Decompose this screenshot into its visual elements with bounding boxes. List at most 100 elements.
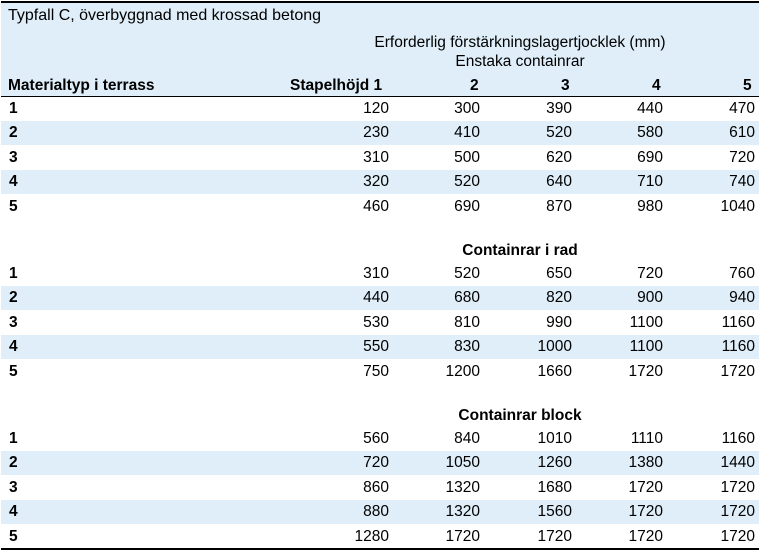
table-cell: 1720 bbox=[720, 503, 755, 521]
table-cell: 1720 bbox=[537, 527, 572, 545]
table-cell: 120 bbox=[363, 100, 389, 117]
row-material-type: 2 bbox=[9, 124, 18, 142]
section-label-block: Containrar block bbox=[458, 407, 582, 424]
table-caption: Erforderlig förstärkningslagertjocklek (… bbox=[374, 34, 666, 51]
table-row: 1 560 840 1010 1110 1160 bbox=[1, 427, 759, 451]
column-header-stack-2: 2 bbox=[470, 77, 479, 94]
table-cell: 1320 bbox=[445, 503, 480, 521]
table-cell: 550 bbox=[363, 338, 389, 356]
table-cell: 820 bbox=[546, 289, 572, 307]
row-material-type: 1 bbox=[9, 430, 18, 447]
table-cell: 500 bbox=[454, 148, 480, 166]
table-cell: 840 bbox=[454, 430, 480, 447]
table-cell: 1160 bbox=[721, 338, 755, 356]
table-row: 5 750 1200 1660 1720 1720 bbox=[1, 360, 759, 384]
table-cell: 640 bbox=[546, 173, 572, 191]
table-cell: 710 bbox=[637, 173, 663, 191]
table-cell: 1720 bbox=[628, 478, 663, 496]
table-cell: 470 bbox=[729, 100, 755, 117]
table-cell: 460 bbox=[363, 197, 389, 215]
table-row: 4 550 830 1000 1100 1160 bbox=[1, 335, 759, 360]
table-cell: 1200 bbox=[445, 362, 480, 380]
bottom-rule bbox=[1, 548, 759, 550]
table-row: 4 880 1320 1560 1720 1720 bbox=[1, 500, 759, 525]
table-cell: 760 bbox=[729, 265, 755, 282]
row-material-type: 3 bbox=[9, 478, 18, 496]
table-cell: 560 bbox=[363, 430, 389, 447]
table-cell: 440 bbox=[637, 100, 663, 117]
table-cell: 750 bbox=[363, 362, 389, 380]
table-cell: 1720 bbox=[720, 527, 755, 545]
table-title: Typfall C, överbyggnad med krossad beton… bbox=[8, 7, 322, 24]
table-row: 1 310 520 650 720 760 bbox=[1, 262, 759, 286]
row-material-type: 3 bbox=[9, 313, 18, 331]
row-material-type: 1 bbox=[9, 100, 18, 117]
table-cell: 830 bbox=[454, 338, 480, 356]
table-cell: 230 bbox=[363, 124, 389, 142]
table-cell: 1160 bbox=[721, 430, 755, 447]
table-cell: 880 bbox=[363, 503, 389, 521]
section-label-rad: Containrar i rad bbox=[462, 242, 578, 259]
table-cell: 1380 bbox=[628, 454, 663, 472]
row-material-type: 2 bbox=[9, 454, 18, 472]
table-row: 3 310 500 620 690 720 bbox=[1, 146, 759, 170]
table-cell: 1720 bbox=[720, 362, 755, 380]
table-cell: 530 bbox=[363, 313, 389, 331]
table-row: 5 1280 1720 1720 1720 1720 bbox=[1, 525, 759, 549]
row-material-type: 3 bbox=[9, 148, 18, 166]
table-cell: 720 bbox=[363, 454, 389, 472]
table-cell: 740 bbox=[729, 173, 755, 191]
table-cell: 1680 bbox=[537, 478, 572, 496]
section-caption-enstaka: Enstaka containrar bbox=[455, 53, 585, 70]
table-cell: 690 bbox=[637, 148, 663, 166]
table-cell: 1010 bbox=[537, 430, 572, 447]
row-material-type: 2 bbox=[9, 289, 18, 307]
table-cell: 620 bbox=[546, 148, 572, 166]
table-cell: 810 bbox=[454, 313, 480, 331]
table-cell: 1280 bbox=[354, 527, 389, 545]
table-cell: 720 bbox=[637, 265, 663, 282]
table-row: 2 230 410 520 580 610 bbox=[1, 121, 759, 146]
row-material-type: 5 bbox=[9, 362, 18, 380]
table-cell: 680 bbox=[454, 289, 480, 307]
table-cell: 1440 bbox=[720, 454, 755, 472]
table-cell: 1050 bbox=[445, 454, 480, 472]
table-cell: 310 bbox=[363, 265, 389, 282]
table-cell: 1000 bbox=[537, 338, 572, 356]
table-cell: 940 bbox=[729, 289, 755, 307]
row-material-type: 4 bbox=[9, 503, 18, 521]
table-cell: 520 bbox=[454, 265, 480, 282]
table-row: 4 320 520 640 710 740 bbox=[1, 170, 759, 195]
table-cell: 1720 bbox=[628, 362, 663, 380]
table-cell: 1320 bbox=[445, 478, 480, 496]
table-cell: 1720 bbox=[445, 527, 480, 545]
row-material-type: 4 bbox=[9, 338, 18, 356]
table-cell: 1560 bbox=[537, 503, 572, 521]
table-cell: 1720 bbox=[628, 527, 663, 545]
table-row: 2 440 680 820 900 940 bbox=[1, 286, 759, 311]
table-cell: 690 bbox=[454, 197, 480, 215]
table-cell: 520 bbox=[454, 173, 480, 191]
table-cell: 1260 bbox=[537, 454, 572, 472]
table-cell: 650 bbox=[546, 265, 572, 282]
table-cell: 440 bbox=[363, 289, 389, 307]
table-cell: 410 bbox=[454, 124, 480, 142]
table-cell: 1110 bbox=[630, 430, 663, 447]
table-cell: 610 bbox=[729, 124, 755, 142]
column-header-material: Materialtyp i terrass bbox=[8, 77, 155, 94]
column-header-stack-1: Stapelhöjd 1 bbox=[290, 77, 383, 94]
table-cell: 1160 bbox=[721, 313, 755, 331]
table-cell: 720 bbox=[729, 148, 755, 166]
column-header-stack-5: 5 bbox=[743, 77, 752, 94]
top-rule bbox=[1, 1, 759, 3]
table-cell: 870 bbox=[546, 197, 572, 215]
table-cell: 1100 bbox=[629, 338, 663, 356]
table-cell: 520 bbox=[546, 124, 572, 142]
column-header-stack-4: 4 bbox=[652, 77, 661, 94]
table-row: 3 860 1320 1680 1720 1720 bbox=[1, 476, 759, 500]
table-cell: 1040 bbox=[720, 197, 755, 215]
table-cell: 980 bbox=[637, 197, 663, 215]
table-cell: 300 bbox=[454, 100, 480, 117]
table-cell: 990 bbox=[546, 313, 572, 331]
row-material-type: 4 bbox=[9, 173, 18, 191]
